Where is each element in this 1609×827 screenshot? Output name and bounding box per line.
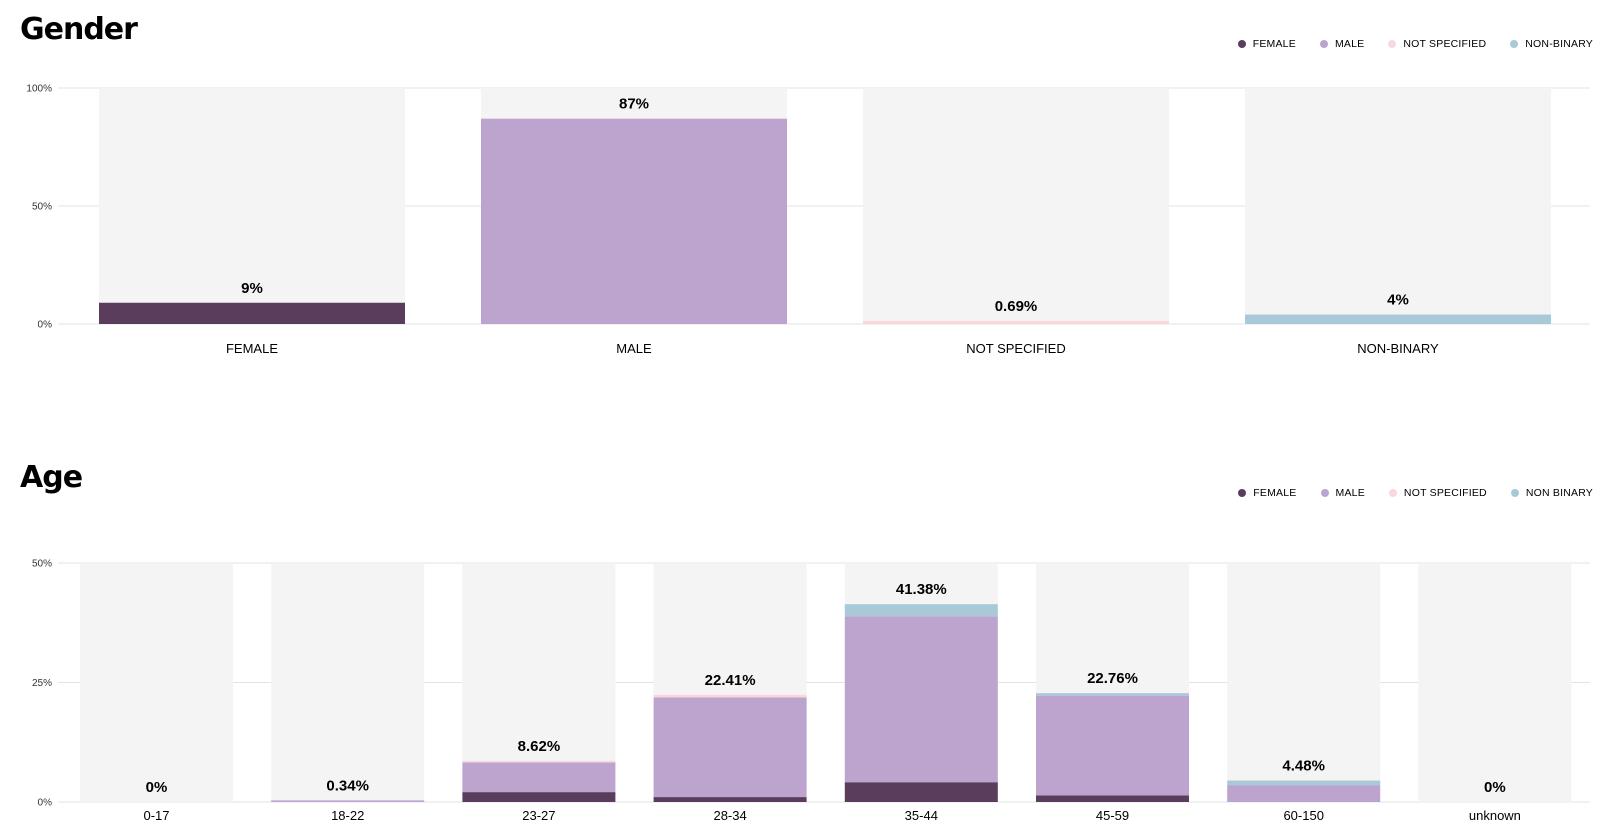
y-tick-label: 25% bbox=[32, 678, 52, 689]
legend-dot-female-icon bbox=[1238, 489, 1247, 497]
x-tick-label: unknown bbox=[1469, 808, 1521, 823]
bar-track bbox=[653, 563, 807, 802]
gender-section: Gender FEMALE MALE NOT SPECIFIED NON-BIN… bbox=[0, 0, 1609, 400]
bar-track bbox=[462, 563, 616, 802]
bar-track bbox=[99, 88, 405, 324]
y-tick-label: 50% bbox=[32, 559, 52, 570]
bar-segment bbox=[1227, 785, 1381, 802]
legend-label: FEMALE bbox=[1252, 38, 1296, 50]
bar-segment bbox=[1036, 693, 1189, 696]
bar-segment bbox=[462, 792, 616, 802]
y-tick-label: 0% bbox=[38, 320, 53, 331]
bar-segment bbox=[462, 760, 616, 763]
bar-segment bbox=[844, 604, 998, 617]
legend-dot-not-specified-icon bbox=[1388, 489, 1397, 497]
bar-track bbox=[1227, 563, 1381, 802]
bar-value-label: 9% bbox=[241, 280, 263, 297]
bar-total-label: 0.34% bbox=[326, 777, 369, 794]
legend-dot-non-binary-icon bbox=[1510, 489, 1519, 497]
bar-total-label: 0% bbox=[1484, 779, 1506, 796]
x-tick-label: 18-22 bbox=[331, 808, 364, 823]
x-tick-label: 23-27 bbox=[522, 808, 555, 823]
legend-item-non-binary[interactable]: NON BINARY bbox=[1510, 487, 1593, 499]
legend-item-male[interactable]: MALE bbox=[1320, 487, 1365, 499]
legend-item-non-binary[interactable]: NON-BINARY bbox=[1510, 38, 1593, 50]
x-tick-label: 45-59 bbox=[1096, 808, 1129, 823]
x-tick-label: 28-34 bbox=[713, 808, 746, 823]
y-tick-label: 50% bbox=[32, 202, 52, 213]
legend-label: NON-BINARY bbox=[1525, 38, 1593, 50]
bar-segment bbox=[653, 694, 807, 698]
legend-item-female[interactable]: FEMALE bbox=[1238, 487, 1296, 499]
legend-label: NOT SPECIFIED bbox=[1403, 38, 1487, 50]
legend-label: NON BINARY bbox=[1525, 487, 1593, 499]
bar-total-label: 4.48% bbox=[1282, 758, 1325, 775]
age-title: Age bbox=[20, 460, 83, 495]
legend-item-not-specified[interactable]: NOT SPECIFIED bbox=[1388, 487, 1487, 499]
x-tick-label: 60-150 bbox=[1283, 808, 1323, 823]
legend-label: MALE bbox=[1334, 38, 1365, 50]
bar-segment bbox=[462, 762, 616, 793]
bar-segment bbox=[1036, 695, 1189, 796]
y-tick-label: 100% bbox=[26, 84, 52, 95]
x-tick-label: FEMALE bbox=[226, 341, 278, 356]
bar bbox=[99, 302, 405, 324]
legend-dot-male-icon bbox=[1319, 40, 1328, 48]
bar-track bbox=[271, 563, 425, 802]
legend-dot-female-icon bbox=[1237, 40, 1246, 48]
bar-total-label: 41.38% bbox=[896, 581, 947, 598]
legend-item-female[interactable]: FEMALE bbox=[1237, 38, 1296, 50]
x-tick-label: MALE bbox=[616, 341, 652, 356]
bar-total-label: 22.76% bbox=[1087, 670, 1138, 687]
legend-label: NOT SPECIFIED bbox=[1403, 487, 1487, 499]
legend-item-not-specified[interactable]: NOT SPECIFIED bbox=[1388, 38, 1486, 50]
bar-segment bbox=[1036, 795, 1189, 802]
legend-dot-not-specified-icon bbox=[1388, 40, 1397, 48]
bar-value-label: 87% bbox=[619, 96, 649, 113]
x-tick-label: NON-BINARY bbox=[1357, 341, 1439, 356]
y-tick-label: 0% bbox=[38, 798, 53, 809]
bar bbox=[481, 118, 787, 325]
bar-total-label: 0% bbox=[146, 779, 168, 796]
bar-value-label: 4% bbox=[1387, 292, 1409, 309]
bar-segment bbox=[844, 782, 998, 802]
bar-segment bbox=[844, 616, 998, 783]
x-tick-label: 35-44 bbox=[905, 808, 938, 823]
age-legend: FEMALE MALE NOT SPECIFIED NON BINARY bbox=[1238, 487, 1593, 499]
bar-segment bbox=[653, 797, 807, 802]
legend-dot-male-icon bbox=[1320, 489, 1329, 497]
legend-label: MALE bbox=[1335, 487, 1365, 499]
bar-value-label: 0.69% bbox=[995, 298, 1038, 315]
bar-segment bbox=[653, 697, 807, 798]
x-tick-label: 0-17 bbox=[143, 808, 169, 823]
bar bbox=[1245, 314, 1551, 324]
gender-title: Gender bbox=[20, 12, 138, 47]
bar-track bbox=[1418, 563, 1572, 802]
legend-item-male[interactable]: MALE bbox=[1319, 38, 1365, 50]
gender-bar-chart: 100% 50% 0% 9% FEMALE 87% MALE 0.69% NOT SPECIFI… bbox=[26, 84, 1590, 356]
bar bbox=[863, 321, 1169, 324]
bar-segment bbox=[1227, 780, 1381, 786]
x-tick-label: NOT SPECIFIED bbox=[966, 341, 1065, 356]
legend-dot-non-binary-icon bbox=[1510, 40, 1519, 48]
bar-track bbox=[1036, 563, 1189, 802]
gender-legend: FEMALE MALE NOT SPECIFIED NON-BINARY bbox=[1237, 38, 1593, 50]
bar-segment bbox=[271, 800, 425, 802]
bar-track bbox=[863, 88, 1169, 324]
bar-track bbox=[844, 563, 998, 802]
bar-track bbox=[80, 563, 233, 802]
bar-total-label: 22.41% bbox=[705, 672, 756, 689]
bar-track bbox=[1245, 88, 1551, 324]
bar-total-label: 8.62% bbox=[518, 738, 561, 755]
legend-label: FEMALE bbox=[1253, 487, 1297, 499]
